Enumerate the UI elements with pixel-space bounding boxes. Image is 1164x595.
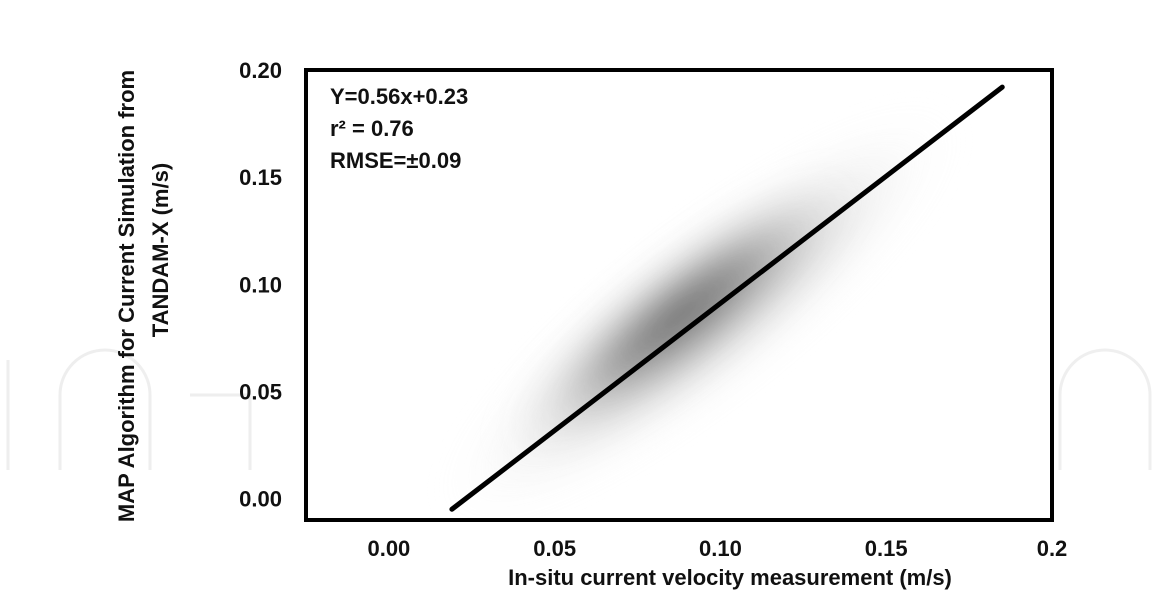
x-tick-label: 0.05 (533, 536, 576, 561)
x-axis-label: In-situ current velocity measurement (m/… (508, 565, 952, 590)
rmse-label: RMSE=±0.09 (330, 148, 461, 173)
y-axis-label-line2: TANDAM-X (m/s) (148, 163, 173, 337)
watermark-logo (6, 348, 1152, 470)
r-squared-label: r² = 0.76 (330, 116, 414, 141)
y-tick-label: 0.05 (239, 379, 282, 404)
y-tick-labels: 0.00 0.05 0.10 0.15 0.20 (239, 58, 282, 512)
y-tick-label: 0.20 (239, 58, 282, 83)
regression-line (449, 84, 1005, 512)
x-tick-labels: 0.00 0.05 0.10 0.15 0.2 (367, 536, 1067, 561)
x-tick-label: 0.10 (699, 536, 742, 561)
density-cloud (435, 102, 965, 520)
y-tick-label: 0.00 (239, 487, 282, 512)
x-tick-label: 0.2 (1037, 536, 1068, 561)
y-tick-label: 0.10 (239, 272, 282, 297)
x-tick-label: 0.15 (865, 536, 908, 561)
x-tick-label: 0.00 (367, 536, 410, 561)
plot-frame (304, 68, 1054, 522)
y-tick-label: 0.15 (239, 165, 282, 190)
equation-label: Y=0.56x+0.23 (330, 84, 468, 109)
y-axis-label-line1: MAP Algorithm for Current Simulation fro… (114, 70, 139, 522)
